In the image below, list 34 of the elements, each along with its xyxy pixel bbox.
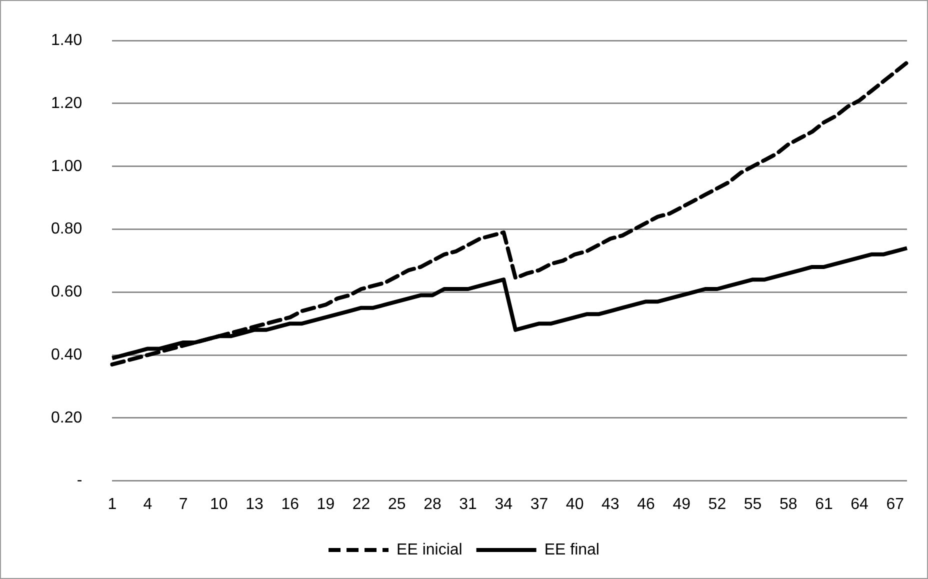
y-tick-label: 1.20 bbox=[51, 94, 82, 112]
x-tick-label: 64 bbox=[850, 496, 869, 513]
x-tick-label: 40 bbox=[566, 496, 584, 513]
y-tick-label: 0.40 bbox=[51, 346, 82, 364]
x-tick-label: 25 bbox=[388, 496, 406, 513]
x-tick-label: 7 bbox=[178, 496, 188, 513]
x-tick-label: 34 bbox=[494, 496, 513, 513]
x-tick-label: 46 bbox=[637, 496, 655, 513]
x-tick-label: 1 bbox=[108, 496, 117, 513]
x-tick-label: 4 bbox=[143, 496, 152, 513]
legend-label: EE inicial bbox=[396, 541, 462, 558]
x-tick-label: 61 bbox=[815, 496, 833, 513]
x-tick-label: 37 bbox=[530, 496, 548, 513]
y-tick-label: 0.80 bbox=[51, 220, 82, 238]
legend-label: EE final bbox=[544, 541, 600, 558]
x-tick-label: 22 bbox=[352, 496, 370, 513]
x-tick-label: 58 bbox=[779, 496, 798, 513]
x-tick-label: 28 bbox=[424, 496, 442, 513]
y-tick-label: 1.40 bbox=[51, 32, 82, 50]
x-tick-label: 10 bbox=[210, 496, 228, 513]
x-tick-label: 19 bbox=[316, 496, 335, 513]
x-tick-label: 31 bbox=[459, 496, 478, 513]
y-tick-label: 0.20 bbox=[51, 409, 82, 426]
x-tick-label: 49 bbox=[672, 496, 691, 513]
x-tick-label: 67 bbox=[886, 496, 904, 513]
y-tick-label: 1.00 bbox=[51, 158, 82, 175]
x-tick-label: 13 bbox=[246, 496, 264, 513]
x-tick-label: 16 bbox=[281, 496, 300, 513]
x-tick-label: 43 bbox=[602, 496, 620, 513]
x-tick-label: 55 bbox=[744, 496, 762, 513]
line-series bbox=[110, 60, 909, 366]
y-tick-label: - bbox=[76, 472, 82, 490]
y-tick-label: 0.60 bbox=[51, 284, 82, 301]
x-tick-label: 52 bbox=[708, 496, 726, 513]
